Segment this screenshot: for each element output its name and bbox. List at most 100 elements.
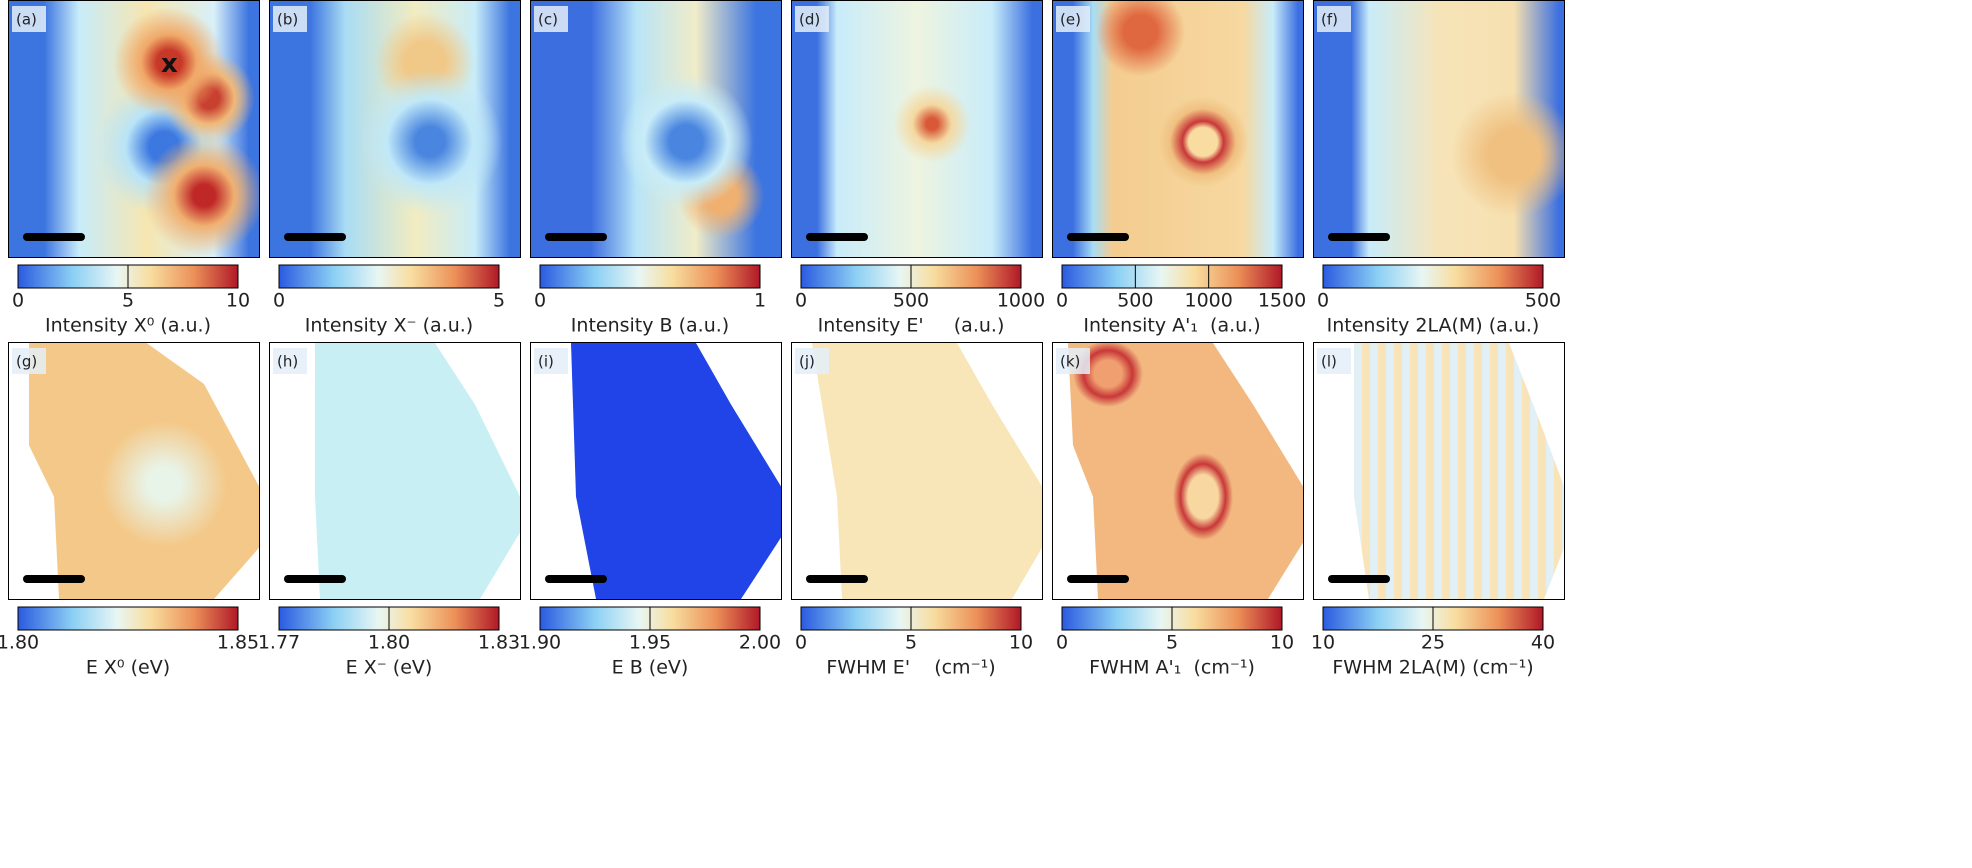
tick-label: 0 <box>1056 290 1068 312</box>
colorbar-label: E X⁻ (eV) <box>346 657 433 679</box>
tick-label: 1.90 <box>519 632 561 654</box>
heatmap <box>269 0 521 258</box>
label-bg <box>1056 348 1090 374</box>
colorbar-label: Intensity E' (a.u.) <box>818 315 1005 337</box>
tick-label: 1.80 <box>0 632 39 654</box>
colorbar-label: E B (eV) <box>612 657 689 679</box>
colorbar <box>539 264 761 289</box>
tick-label: 10 <box>226 290 250 312</box>
label-bg <box>534 6 568 32</box>
scale-bar <box>806 233 868 241</box>
scale-bar <box>1328 233 1390 241</box>
scale-bar <box>23 575 85 583</box>
tick-label: 40 <box>1531 632 1555 654</box>
scale-bar <box>284 575 346 583</box>
tick-label: 0 <box>273 290 285 312</box>
colorbar-label: FWHM A'₁ (cm⁻¹) <box>1089 657 1255 679</box>
colorbar-label: FWHM 2LA(M) (cm⁻¹) <box>1332 657 1533 679</box>
tick-label: 1000 <box>997 290 1045 312</box>
scale-bar <box>545 233 607 241</box>
label-bg <box>12 6 46 32</box>
tick-label: 1.83 <box>478 632 520 654</box>
colorbar-label: Intensity B (a.u.) <box>571 315 729 337</box>
scale-bar <box>806 575 868 583</box>
tick-label: 0 <box>12 290 24 312</box>
label-bg <box>1056 6 1090 32</box>
label-bg <box>12 348 46 374</box>
panel-label: (h) <box>277 353 298 371</box>
tick-label: 5 <box>493 290 505 312</box>
panel-label: (c) <box>538 11 558 29</box>
tick-label: 10 <box>1270 632 1294 654</box>
panel-label: (l) <box>1321 353 1337 371</box>
colorbar-label: Intensity X⁻ (a.u.) <box>305 315 473 337</box>
colorbar <box>17 606 239 631</box>
heatmap <box>530 0 782 258</box>
colorbar-label: FWHM E' (cm⁻¹) <box>826 657 995 679</box>
tick-label: 25 <box>1421 632 1445 654</box>
tick-label: 1.77 <box>258 632 300 654</box>
tick-label: 5 <box>1166 632 1178 654</box>
label-bg <box>1317 348 1351 374</box>
colorbar <box>278 264 500 289</box>
tick-label: 1.85 <box>217 632 259 654</box>
tick-label: 1500 <box>1258 290 1306 312</box>
panel-label: (i) <box>538 353 554 371</box>
tick-label: 1 <box>754 290 766 312</box>
tick-label: 5 <box>905 632 917 654</box>
label-bg <box>795 348 829 374</box>
tick-label: 0 <box>795 290 807 312</box>
heatmap <box>791 342 1043 600</box>
colorbar <box>1061 264 1283 289</box>
label-bg <box>273 348 307 374</box>
colorbar-label: E X⁰ (eV) <box>86 657 170 679</box>
scale-bar <box>545 575 607 583</box>
tick-label: 500 <box>1117 290 1153 312</box>
scale-bar <box>284 233 346 241</box>
heatmap <box>1313 342 1565 600</box>
tick-label: 1.80 <box>368 632 410 654</box>
colorbar-label: Intensity X⁰ (a.u.) <box>45 315 211 337</box>
tick-label: 500 <box>1525 290 1561 312</box>
tick-label: 500 <box>893 290 929 312</box>
heatmap <box>1052 342 1304 600</box>
tick-label: 0 <box>1317 290 1329 312</box>
label-bg <box>1317 6 1351 32</box>
heatmap <box>1313 0 1565 258</box>
heatmap <box>1052 0 1304 258</box>
panel-label: (f) <box>1321 11 1338 29</box>
scale-bar <box>1067 575 1129 583</box>
panel-label: (g) <box>16 353 37 371</box>
colorbar-label: Intensity A'₁ (a.u.) <box>1083 315 1260 337</box>
tick-label: 10 <box>1311 632 1335 654</box>
panel-label: (d) <box>799 11 820 29</box>
heatmap: x <box>8 0 260 258</box>
tick-label: 5 <box>122 290 134 312</box>
tick-label: 0 <box>534 290 546 312</box>
label-bg <box>795 6 829 32</box>
tick-label: 1.95 <box>629 632 671 654</box>
scale-bar <box>1328 575 1390 583</box>
heatmap <box>8 342 260 600</box>
scale-bar <box>1067 233 1129 241</box>
tick-label: 10 <box>1009 632 1033 654</box>
colorbar <box>1322 264 1544 289</box>
tick-label: 2.00 <box>739 632 781 654</box>
heatmap <box>791 0 1043 258</box>
panel-label: (b) <box>277 11 298 29</box>
heatmap <box>530 342 782 600</box>
panel-label: (j) <box>799 353 815 371</box>
scale-bar <box>23 233 85 241</box>
colorbar-label: Intensity 2LA(M) (a.u.) <box>1327 315 1540 337</box>
label-bg <box>534 348 568 374</box>
heatmap <box>269 342 521 600</box>
panel-label: (e) <box>1060 11 1081 29</box>
tick-label: 1000 <box>1184 290 1232 312</box>
marker: x <box>161 49 178 79</box>
tick-label: 0 <box>795 632 807 654</box>
panel-label: (k) <box>1060 353 1080 371</box>
label-bg <box>273 6 307 32</box>
tick-label: 0 <box>1056 632 1068 654</box>
